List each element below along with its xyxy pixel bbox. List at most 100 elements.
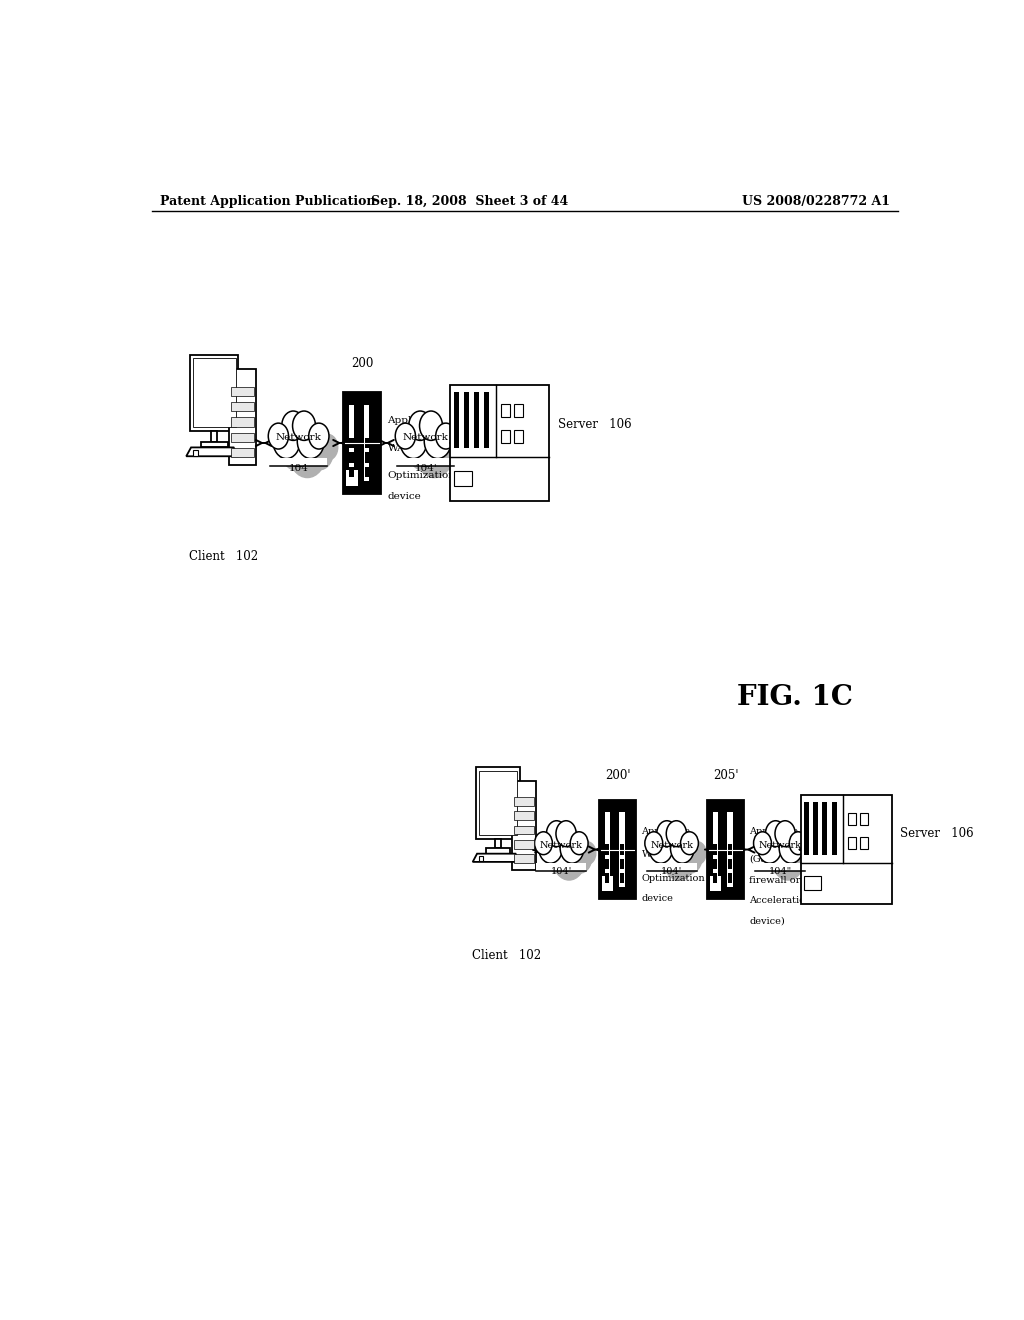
Bar bbox=[514, 825, 534, 834]
Bar bbox=[822, 801, 827, 854]
Text: Server   106: Server 106 bbox=[900, 826, 974, 840]
Circle shape bbox=[282, 411, 305, 441]
Bar bbox=[514, 404, 522, 417]
Circle shape bbox=[556, 821, 577, 846]
Bar bbox=[454, 471, 472, 486]
Bar bbox=[602, 876, 613, 891]
Circle shape bbox=[775, 821, 796, 846]
Circle shape bbox=[291, 422, 313, 451]
Circle shape bbox=[539, 833, 562, 863]
Bar bbox=[514, 854, 534, 863]
Circle shape bbox=[655, 829, 688, 870]
Circle shape bbox=[420, 411, 442, 441]
Circle shape bbox=[404, 434, 424, 461]
Text: Network: Network bbox=[759, 841, 802, 850]
Text: Client   102: Client 102 bbox=[188, 549, 258, 562]
Bar bbox=[599, 800, 636, 899]
Circle shape bbox=[652, 842, 671, 865]
Circle shape bbox=[281, 420, 316, 466]
Text: US 2008/0228772 A1: US 2008/0228772 A1 bbox=[741, 194, 890, 207]
Bar bbox=[211, 432, 217, 441]
Bar bbox=[804, 875, 820, 890]
Circle shape bbox=[754, 832, 771, 854]
Bar bbox=[713, 812, 718, 887]
Circle shape bbox=[761, 842, 779, 865]
Bar bbox=[454, 392, 459, 449]
Text: Optimization: Optimization bbox=[641, 874, 706, 883]
Bar bbox=[479, 855, 483, 861]
Text: FIG. 1C: FIG. 1C bbox=[736, 684, 853, 710]
Text: device: device bbox=[641, 894, 674, 903]
Circle shape bbox=[656, 842, 681, 873]
Bar bbox=[512, 781, 536, 870]
Bar bbox=[343, 392, 381, 494]
Circle shape bbox=[301, 422, 325, 451]
Bar bbox=[605, 873, 609, 883]
Circle shape bbox=[400, 424, 427, 458]
Text: Appliance: Appliance bbox=[750, 826, 799, 836]
Bar bbox=[537, 863, 587, 871]
Bar bbox=[728, 858, 732, 869]
Bar bbox=[496, 838, 501, 849]
Bar bbox=[231, 417, 254, 426]
Circle shape bbox=[433, 436, 460, 470]
Text: Client   102: Client 102 bbox=[472, 949, 541, 962]
Circle shape bbox=[278, 434, 297, 461]
Circle shape bbox=[568, 842, 592, 873]
Bar bbox=[620, 858, 624, 869]
Bar bbox=[346, 470, 357, 486]
Circle shape bbox=[554, 830, 574, 857]
Bar bbox=[860, 813, 867, 825]
Bar bbox=[201, 441, 227, 447]
Circle shape bbox=[790, 832, 807, 854]
Circle shape bbox=[306, 436, 333, 470]
Bar bbox=[231, 401, 254, 412]
Circle shape bbox=[766, 842, 790, 873]
Circle shape bbox=[408, 420, 443, 466]
Text: Acceleration: Acceleration bbox=[750, 896, 812, 906]
Bar bbox=[860, 837, 867, 849]
Circle shape bbox=[671, 833, 694, 863]
Text: 205': 205' bbox=[713, 770, 738, 783]
Bar bbox=[229, 370, 256, 465]
Text: Network: Network bbox=[650, 841, 693, 850]
Bar bbox=[848, 837, 856, 849]
Bar bbox=[270, 458, 327, 466]
Circle shape bbox=[424, 424, 452, 458]
Bar bbox=[502, 404, 510, 417]
Bar bbox=[605, 845, 609, 855]
Text: WAN: WAN bbox=[387, 444, 415, 453]
Bar bbox=[464, 392, 469, 449]
Bar bbox=[486, 849, 510, 854]
Text: 200: 200 bbox=[351, 356, 374, 370]
Text: Patent Application Publication: Patent Application Publication bbox=[160, 194, 375, 207]
Text: firewall or: firewall or bbox=[750, 875, 801, 884]
Text: (Gateway,: (Gateway, bbox=[750, 855, 798, 865]
Text: WAN: WAN bbox=[641, 850, 667, 859]
Bar bbox=[476, 767, 520, 838]
Bar bbox=[231, 447, 254, 458]
Circle shape bbox=[667, 821, 686, 846]
Bar bbox=[349, 453, 353, 463]
Text: 104': 104' bbox=[660, 867, 682, 876]
Bar bbox=[479, 771, 517, 836]
Text: Network: Network bbox=[275, 433, 322, 442]
Bar bbox=[231, 387, 254, 396]
Text: 104': 104' bbox=[551, 867, 572, 876]
Circle shape bbox=[570, 832, 588, 854]
Circle shape bbox=[535, 832, 552, 854]
Text: Network: Network bbox=[402, 433, 449, 442]
Bar bbox=[514, 797, 534, 807]
Circle shape bbox=[268, 424, 289, 449]
Circle shape bbox=[758, 833, 781, 863]
Bar bbox=[605, 858, 609, 869]
Circle shape bbox=[553, 840, 585, 880]
Bar bbox=[801, 795, 892, 904]
Bar bbox=[831, 801, 837, 854]
Circle shape bbox=[297, 424, 325, 458]
Bar bbox=[620, 845, 624, 855]
Circle shape bbox=[309, 424, 329, 449]
Bar bbox=[514, 840, 534, 849]
Bar bbox=[483, 392, 489, 449]
Bar bbox=[708, 800, 743, 899]
